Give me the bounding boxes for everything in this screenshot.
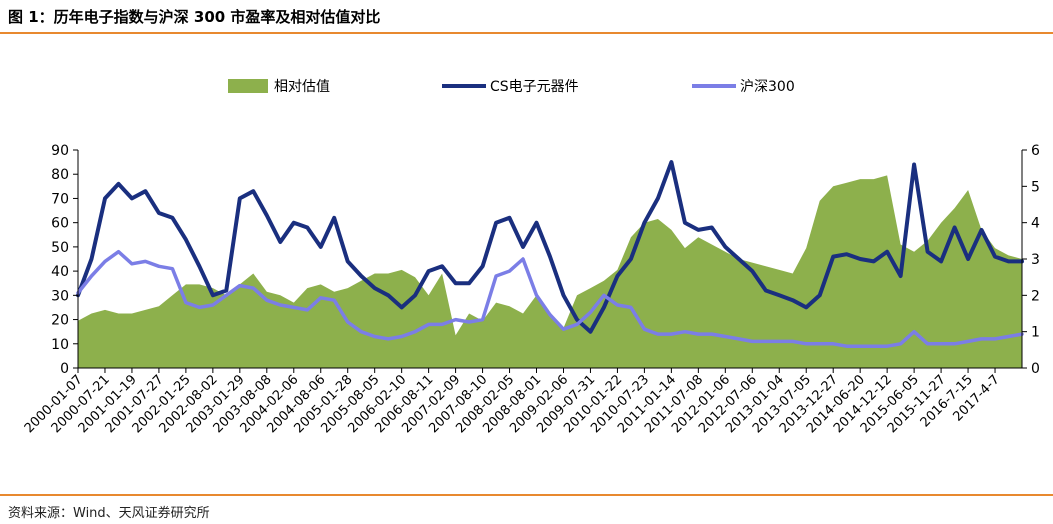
right-tick-label: 3 — [1031, 252, 1040, 268]
series-area-relative-valuation — [78, 175, 1022, 368]
left-tick-label: 90 — [51, 143, 69, 159]
series-line-csi300 — [76, 249, 1024, 348]
title-rule — [0, 32, 1053, 34]
legend-label: CS电子元器件 — [490, 79, 579, 95]
footer-rule — [0, 494, 1053, 496]
left-tick-label: 50 — [51, 240, 69, 256]
left-tick-label: 40 — [51, 264, 69, 280]
left-tick-label: 0 — [60, 361, 69, 377]
right-tick-label: 0 — [1031, 361, 1040, 377]
right-tick-label: 5 — [1031, 179, 1040, 195]
plot-area — [76, 160, 1024, 368]
left-tick-label: 10 — [51, 337, 69, 353]
legend-swatch-relative-valuation — [228, 79, 268, 93]
series-line-cs-electronics — [76, 160, 1024, 334]
left-tick-label: 20 — [51, 313, 69, 329]
right-tick-label: 2 — [1031, 288, 1040, 304]
source-note: 资料来源：Wind、天风证券研究所 — [8, 506, 210, 521]
left-tick-label: 70 — [51, 191, 69, 207]
legend-label: 沪深300 — [740, 79, 795, 95]
legend: 相对估值 CS电子元器件 沪深300 — [228, 79, 795, 95]
right-tick-label: 6 — [1031, 143, 1040, 159]
right-tick-label: 4 — [1031, 216, 1040, 232]
left-tick-label: 60 — [51, 216, 69, 232]
left-tick-label: 30 — [51, 288, 69, 304]
right-tick-label: 1 — [1031, 325, 1040, 341]
left-tick-label: 80 — [51, 167, 69, 183]
figure-title: 图 1：历年电子指数与沪深 300 市盈率及相对估值对比 — [8, 8, 381, 26]
legend-label: 相对估值 — [274, 79, 330, 95]
